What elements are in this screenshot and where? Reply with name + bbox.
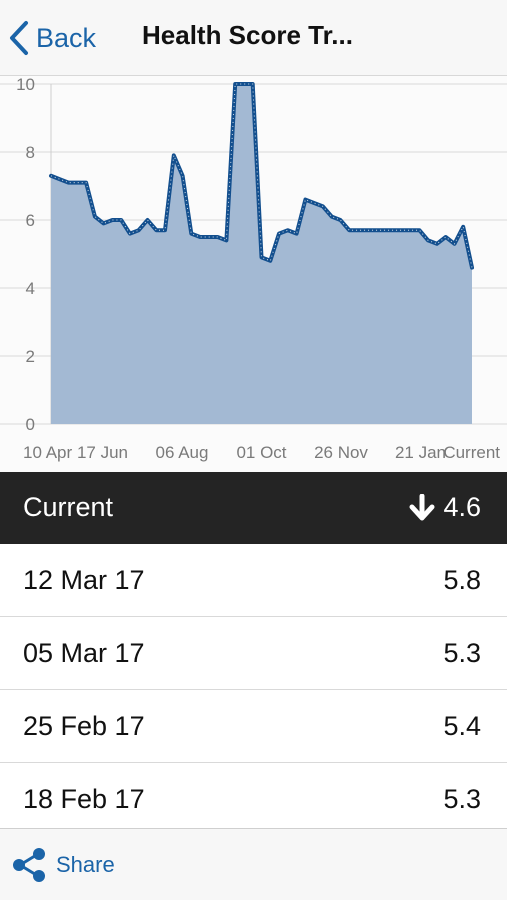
list-item[interactable]: 05 Mar 17 5.3 xyxy=(0,617,507,690)
history-score: 5.8 xyxy=(443,565,481,595)
current-label: Current xyxy=(23,492,114,522)
history-score: 5.4 xyxy=(443,711,481,741)
history-date: 05 Mar 17 xyxy=(23,638,145,668)
y-tick-label: 6 xyxy=(26,211,35,230)
back-button[interactable]: Back xyxy=(8,18,96,58)
x-tick-label: 06 Aug xyxy=(156,443,209,462)
chevron-left-icon xyxy=(10,21,28,55)
share-button[interactable]: Share xyxy=(12,845,115,885)
navigation-bar: Back Health Score Tr... xyxy=(0,0,507,76)
series-line-highlight xyxy=(50,83,473,268)
page-title: Health Score Tr... xyxy=(142,20,353,50)
share-label: Share xyxy=(56,852,115,877)
x-tick-label: Current xyxy=(443,443,500,462)
current-value: 4.6 xyxy=(443,492,481,522)
current-value-group: 4.6 xyxy=(409,492,481,523)
list-item[interactable]: 12 Mar 17 5.8 xyxy=(0,544,507,617)
chart-svg: 0 2 4 6 8 10 10 Apr 17 Jun 06 Aug 01 Oct 26 Nov 21 … xyxy=(0,76,507,462)
arrow-down-icon xyxy=(409,493,435,520)
x-tick-label: 17 Jun xyxy=(77,443,128,462)
list-item[interactable]: 25 Feb 17 5.4 xyxy=(0,690,507,763)
y-tick-label: 8 xyxy=(26,143,35,162)
history-score: 5.3 xyxy=(443,784,481,814)
current-score-bar: Current 4.6 xyxy=(0,472,507,544)
score-history-list: 12 Mar 17 5.8 05 Mar 17 5.3 25 Feb 17 5.… xyxy=(0,544,507,828)
y-tick-label: 2 xyxy=(26,347,35,366)
share-icon xyxy=(13,848,45,882)
history-score: 5.3 xyxy=(443,638,481,668)
x-tick-label: 10 Apr xyxy=(23,443,72,462)
bottom-toolbar: Share xyxy=(0,828,507,900)
back-label: Back xyxy=(36,22,97,53)
health-score-chart: 0 2 4 6 8 10 10 Apr 17 Jun 06 Aug 01 Oct 26 Nov 21 … xyxy=(0,76,507,472)
history-date: 25 Feb 17 xyxy=(23,711,145,741)
x-tick-label: 26 Nov xyxy=(314,443,368,462)
y-tick-label: 10 xyxy=(16,76,35,94)
y-tick-label: 4 xyxy=(26,279,35,298)
history-date: 18 Feb 17 xyxy=(23,784,145,814)
y-tick-label: 0 xyxy=(26,415,35,434)
series-area xyxy=(51,84,472,424)
x-tick-label: 01 Oct xyxy=(236,443,286,462)
history-date: 12 Mar 17 xyxy=(23,565,145,595)
x-tick-label: 21 Jan xyxy=(395,443,446,462)
list-item[interactable]: 18 Feb 17 5.3 xyxy=(0,763,507,828)
